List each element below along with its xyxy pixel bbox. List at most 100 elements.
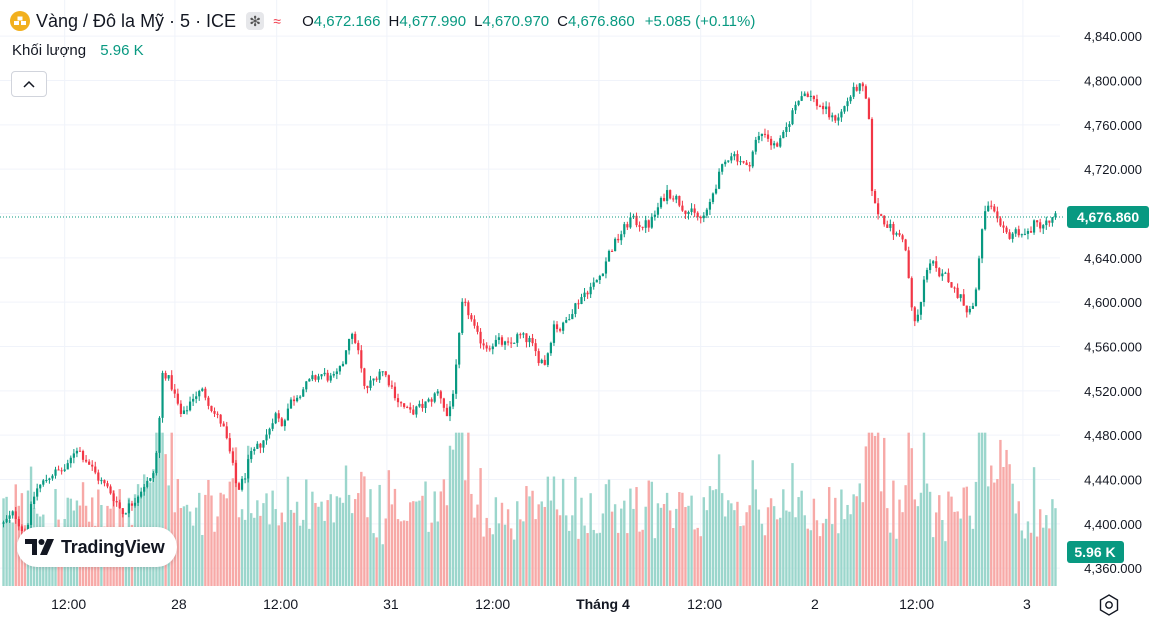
candle-body: [996, 211, 999, 219]
ohlc-close: C4,676.860: [557, 12, 635, 30]
volume-bar: [763, 535, 767, 586]
volume-bar: [745, 512, 748, 586]
candle-body: [647, 220, 650, 228]
volume-bar: [702, 497, 706, 586]
volume-bar: [525, 486, 528, 586]
volume-bar: [727, 500, 730, 586]
candle-body: [455, 364, 458, 394]
volume-bar: [201, 534, 204, 586]
candle-body: [717, 171, 721, 189]
candle-body: [8, 515, 11, 519]
volume-bar: [775, 519, 779, 586]
volume-bar: [647, 480, 650, 586]
volume-bar: [494, 497, 498, 586]
volume-bar: [427, 531, 430, 586]
candle-body: [558, 329, 562, 331]
candle-body: [121, 508, 124, 515]
candle-body: [904, 239, 907, 251]
x-tick-label: 2: [811, 596, 819, 612]
y-tick-label: 4,840.000: [1084, 29, 1142, 44]
volume-bar: [821, 523, 825, 586]
candle-body: [883, 215, 886, 225]
volume-bar: [953, 511, 956, 586]
candle-body: [925, 270, 929, 280]
candle-body: [375, 378, 378, 380]
candle-body: [464, 301, 467, 303]
candle-body: [821, 105, 825, 110]
asterisk-icon[interactable]: ✻: [246, 12, 265, 30]
candle-body: [809, 95, 812, 97]
volume-bar: [1014, 513, 1017, 586]
candle-body: [393, 386, 397, 399]
tradingview-logo[interactable]: TradingView: [17, 527, 177, 567]
candle-body: [724, 161, 727, 165]
candle-body: [427, 399, 430, 402]
volume-bar: [185, 504, 189, 586]
candle-body: [271, 423, 274, 429]
candle-body: [990, 205, 993, 207]
volume-bar: [467, 432, 470, 586]
candle-body: [29, 504, 33, 525]
volume-bar: [690, 495, 693, 586]
collapse-button[interactable]: [11, 71, 47, 97]
candle-body: [351, 333, 354, 339]
volume-bar: [748, 505, 751, 586]
volume-bar: [668, 510, 672, 586]
volume-bar: [412, 501, 415, 586]
candle-body: [360, 350, 363, 369]
volume-bar: [870, 432, 874, 586]
volume-bar: [1054, 508, 1057, 586]
volume-bar: [243, 519, 247, 586]
candle-body: [161, 372, 164, 418]
volume-bar: [577, 538, 580, 586]
candle-body: [20, 526, 23, 532]
volume-bar: [506, 509, 510, 586]
candle-body: [577, 303, 580, 305]
volume-bar: [849, 514, 852, 586]
candle-body: [604, 261, 608, 274]
volume-bar: [1002, 466, 1005, 586]
volume-bar: [889, 532, 892, 586]
volume-bar: [1029, 532, 1033, 586]
settings-icon[interactable]: [1098, 594, 1120, 616]
volume-bar: [681, 492, 684, 586]
volume-bar: [919, 492, 923, 586]
candle-body: [690, 208, 693, 212]
candle-body: [797, 100, 800, 105]
volume-bar: [794, 517, 797, 586]
candle-body: [403, 403, 406, 407]
volume-bar: [421, 495, 424, 586]
candle-body: [347, 338, 351, 351]
candle-body: [534, 343, 537, 352]
approx-icon[interactable]: ≈: [273, 13, 281, 29]
volume-bar: [653, 538, 657, 586]
candle-body: [745, 162, 748, 166]
candle-body: [766, 134, 770, 139]
candle-body: [806, 93, 809, 97]
volume-bar: [326, 500, 329, 586]
volume-bar: [935, 512, 938, 586]
volume-bar: [824, 518, 828, 586]
candle-body: [1011, 233, 1014, 239]
volume-bar: [693, 529, 696, 586]
volume-bar: [347, 494, 351, 586]
volume-bar: [231, 478, 235, 586]
candle-body: [231, 451, 234, 463]
volume-bar: [268, 524, 271, 586]
candle-body: [384, 371, 387, 376]
candle-body: [378, 371, 381, 380]
candle-body: [103, 480, 106, 484]
symbol-title[interactable]: Vàng / Đô la Mỹ · 5 · ICE: [36, 10, 237, 31]
candle-body: [448, 406, 452, 417]
volume-bar: [204, 494, 207, 586]
volume-bar: [540, 501, 543, 586]
x-tick-label: 12:00: [899, 596, 934, 612]
candle-body: [644, 220, 647, 228]
volume-bar: [329, 494, 332, 586]
volume-bar: [800, 490, 803, 586]
volume-bar: [170, 432, 173, 586]
candle-body: [892, 224, 895, 235]
candle-body: [406, 406, 409, 408]
volume-bar: [846, 504, 849, 586]
